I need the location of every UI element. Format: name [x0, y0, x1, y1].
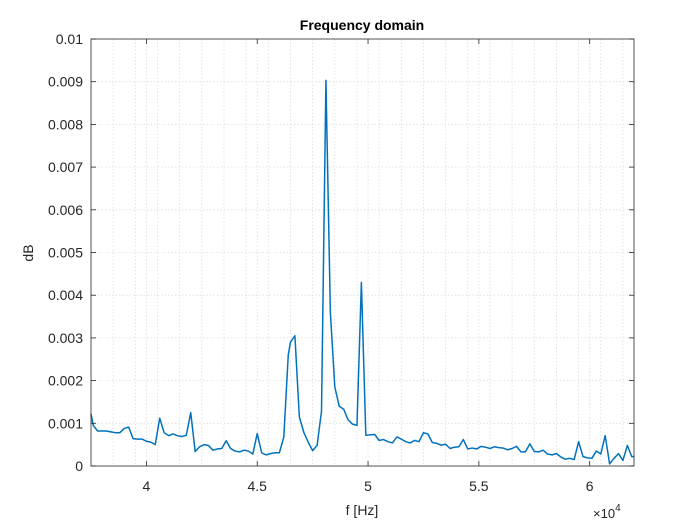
series-line — [90, 79, 634, 465]
y-tick-label: 0.008 — [48, 116, 83, 132]
y-tick-label: 0.009 — [48, 74, 83, 90]
y-tick-label: 0.002 — [48, 373, 83, 389]
x-tick-label: 4.5 — [247, 478, 267, 494]
y-tick-label: 0.004 — [48, 287, 83, 303]
y-axis-label: dB — [20, 244, 36, 261]
x-tick-label: 6 — [586, 478, 594, 494]
y-tick-label: 0.01 — [56, 31, 83, 47]
y-tick-label: 0.005 — [48, 245, 83, 261]
y-tick-label: 0.007 — [48, 159, 83, 175]
x-axis-label: f [Hz] — [346, 502, 379, 518]
x-exponent-base: ×10 — [593, 506, 615, 521]
y-tick-label: 0.001 — [48, 415, 83, 431]
series-layer — [90, 79, 634, 465]
y-tick-label: 0.006 — [48, 202, 83, 218]
y-tick-label: 0.003 — [48, 330, 83, 346]
y-tick-label: 0 — [75, 458, 83, 474]
x-tick-label: 5 — [364, 478, 372, 494]
grid — [91, 39, 634, 466]
ticks — [91, 38, 634, 467]
x-axis-exponent: ×104 — [593, 503, 621, 521]
tick-labels: 4 4.5 5 5.5 6 0 0.001 0.002 0.003 0.004 0.005 0.006… — [48, 31, 594, 494]
chart-title: Frequency domain — [300, 17, 424, 33]
x-tick-label: 4 — [143, 478, 151, 494]
x-exponent-power: 4 — [615, 503, 621, 514]
x-tick-label: 5.5 — [469, 478, 489, 494]
